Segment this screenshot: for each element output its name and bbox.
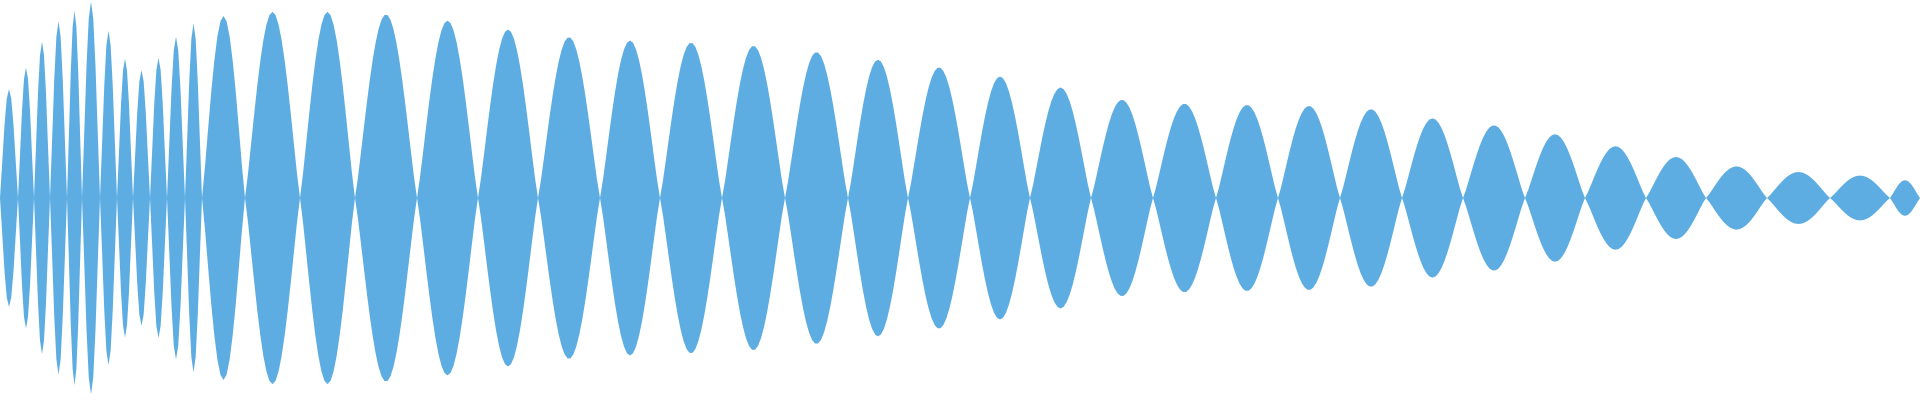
- waveform-lobe: [1706, 166, 1767, 230]
- waveform-lobe: [133, 70, 150, 326]
- waveform-lobe: [908, 67, 970, 329]
- waveform-lobe: [18, 67, 34, 329]
- waveform-lobe: [1340, 109, 1402, 287]
- waveform-lobe: [660, 43, 722, 353]
- waveform-lobe: [1525, 134, 1585, 262]
- waveform-lobe: [355, 14, 417, 382]
- waveform-lobe: [538, 37, 600, 359]
- waveform-lobe: [600, 40, 660, 356]
- waveform-lobe: [245, 11, 300, 385]
- waveform-lobe: [0, 89, 18, 307]
- waveform-lobe: [722, 46, 785, 350]
- waveform-lobe: [1153, 104, 1216, 292]
- waveform-lobe: [185, 23, 202, 373]
- waveform-lobe: [67, 10, 82, 386]
- waveform-lobe: [167, 36, 185, 360]
- waveform-lobe: [117, 58, 133, 338]
- waveform-lobe: [1463, 125, 1525, 271]
- waveform-lobe: [100, 30, 117, 366]
- waveform-lobe: [1402, 118, 1463, 278]
- waveform-lobe: [1830, 175, 1890, 221]
- waveform-lobe: [1091, 100, 1153, 296]
- waveform-lobe: [478, 29, 538, 367]
- waveform-lobe: [1030, 87, 1091, 309]
- waveform-lobe: [50, 21, 67, 375]
- waveform-lobe: [848, 59, 908, 337]
- waveform-lobe: [34, 41, 50, 355]
- waveform-lobe: [970, 76, 1030, 320]
- waveform-lobe: [150, 57, 167, 339]
- waveform-lobe: [82, 1, 100, 395]
- waveform-lobe: [1890, 180, 1920, 216]
- waveform-lobe: [785, 52, 848, 344]
- waveform-lobe: [417, 20, 478, 376]
- waveform-lobe: [300, 11, 355, 385]
- waveform-lobe: [202, 16, 245, 380]
- waveform-lobe: [1585, 146, 1646, 250]
- waveform-lobe: [1767, 172, 1830, 224]
- waveform-lobe: [1278, 106, 1340, 290]
- waveform-lobe: [1216, 105, 1278, 291]
- waveform-lobe: [1646, 157, 1706, 239]
